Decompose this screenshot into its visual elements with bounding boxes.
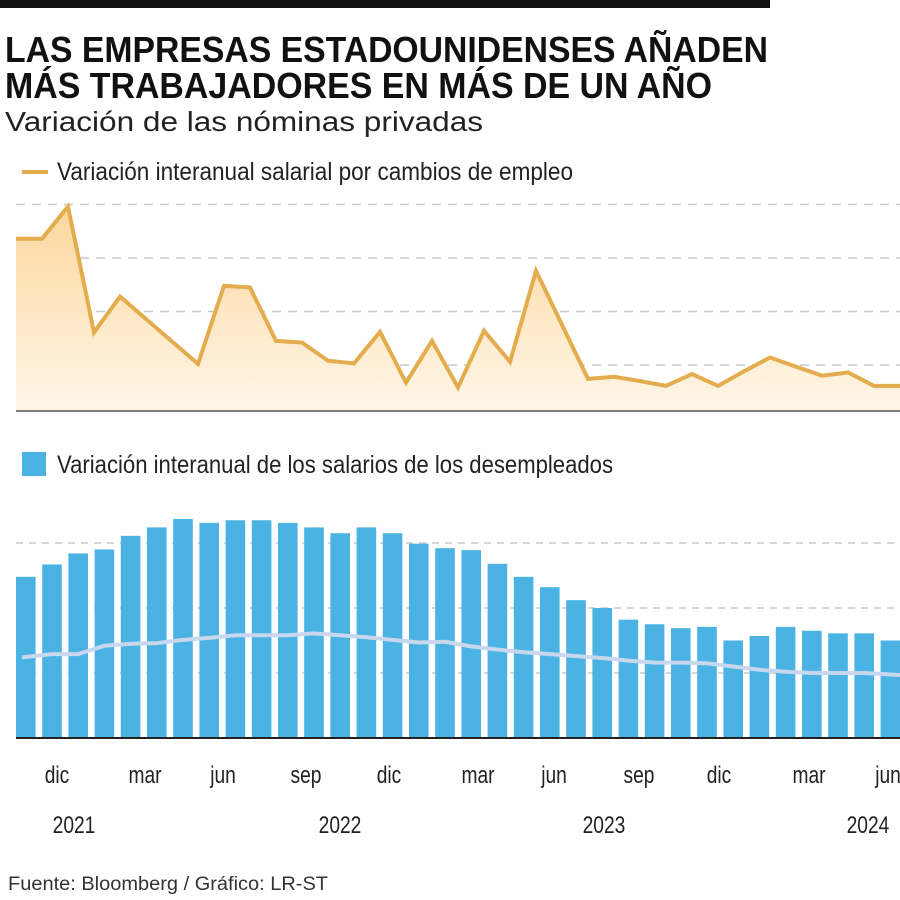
bar: [566, 600, 586, 738]
source-note: Fuente: Bloomberg / Gráfico: LR-ST: [8, 874, 328, 895]
bar: [173, 518, 193, 738]
bar: [513, 576, 534, 738]
chart-subtitle: Variación de las nóminas privadas: [5, 106, 483, 137]
x-tick-label: mar: [792, 761, 825, 789]
top-rule: [0, 0, 770, 8]
x-year-label: 2022: [319, 811, 362, 839]
bar: [723, 640, 743, 738]
legend-label-top: Variación interanual salarial por cambio…: [57, 158, 573, 186]
bar: [461, 550, 481, 738]
x-tick-label: sep: [291, 761, 322, 789]
x-tick-label: dic: [377, 761, 402, 789]
legend-label-bottom: Variación interanual de los salarios de …: [57, 451, 613, 479]
legend-bottom: Variación interanual de los salarios de …: [22, 451, 613, 479]
x-tick-label: dic: [707, 761, 732, 789]
bar: [278, 522, 298, 738]
top-area-chart: [15, 202, 900, 412]
bar: [120, 535, 141, 738]
x-tick-label: sep: [624, 761, 655, 789]
x-tick-label: jun: [209, 761, 235, 789]
bar: [880, 640, 900, 738]
bar: [42, 564, 62, 738]
x-year-label: 2021: [53, 811, 96, 839]
bar: [356, 527, 377, 738]
x-tick-label: mar: [461, 761, 494, 789]
legend-top: Variación interanual salarial por cambio…: [22, 158, 573, 186]
chart-title-line2: MÁS TRABAJADORES EN MÁS DE UN AÑO: [5, 64, 712, 106]
bar: [697, 626, 717, 738]
bar: [147, 527, 167, 738]
bar: [382, 533, 403, 738]
bar: [671, 628, 691, 738]
bar: [854, 633, 874, 738]
x-tick-label: jun: [874, 761, 900, 789]
x-year-label: 2024: [847, 811, 890, 839]
legend-bar-swatch: [22, 452, 46, 476]
bar: [592, 608, 612, 738]
bar: [644, 624, 665, 738]
bar: [68, 553, 88, 738]
legend-line-swatch: [22, 170, 48, 174]
chart-title-line1: LAS EMPRESAS ESTADOUNIDENSES AÑADEN: [5, 28, 768, 70]
overlay-line: [21, 631, 900, 677]
x-year-label: 2023: [583, 811, 626, 839]
area-fill: [16, 206, 900, 411]
bar: [828, 633, 848, 738]
bar: [802, 630, 822, 738]
bar: [251, 520, 272, 738]
bar: [225, 520, 246, 738]
x-tick-label: jun: [540, 761, 566, 789]
bottom-bar-chart: [16, 518, 900, 739]
x-tick-label: mar: [128, 761, 161, 789]
bar: [749, 635, 770, 738]
bar: [775, 626, 796, 738]
x-axis: dic mar jun sep dic mar jun sep dic mar jun 2021 202…: [45, 761, 900, 839]
bar: [618, 619, 639, 738]
bar: [199, 522, 219, 738]
x-tick-label: dic: [45, 761, 70, 789]
bar: [540, 587, 560, 738]
